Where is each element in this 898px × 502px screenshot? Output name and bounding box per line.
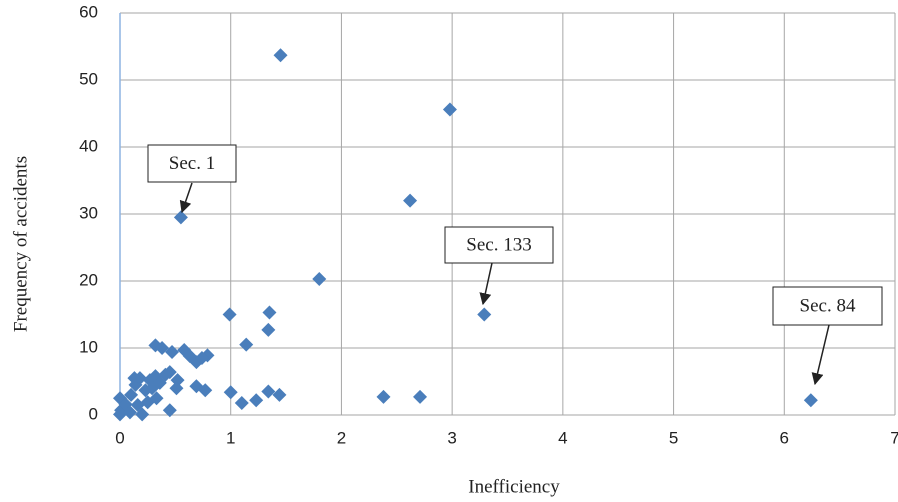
x-tick-label: 1 <box>226 428 235 447</box>
grid <box>119 12 896 416</box>
point <box>118 397 133 412</box>
y-tick-label: 50 <box>79 69 98 88</box>
y-tick-label: 20 <box>79 270 98 289</box>
y-tick-label: 30 <box>79 203 98 222</box>
point <box>803 393 818 408</box>
point <box>169 381 184 396</box>
annotation-arrow <box>479 262 493 306</box>
point <box>223 385 238 400</box>
annotation: Sec. 84 <box>800 295 856 316</box>
point <box>127 371 142 386</box>
point <box>194 351 209 366</box>
point <box>234 395 249 410</box>
x-tick-label: 4 <box>558 428 567 447</box>
x-tick-label: 6 <box>780 428 789 447</box>
y-axis-label: Frequency of accidents <box>10 156 31 332</box>
point <box>158 367 173 382</box>
x-tick-label: 5 <box>669 428 678 447</box>
point <box>272 387 287 402</box>
point <box>145 381 160 396</box>
point <box>273 48 288 63</box>
point <box>239 337 254 352</box>
x-tick-label: 7 <box>890 428 898 447</box>
point <box>162 403 177 418</box>
point <box>312 271 327 286</box>
y-tick-label: 0 <box>89 404 98 423</box>
point <box>249 393 264 408</box>
annotation-box <box>147 144 237 183</box>
x-tick-label: 3 <box>447 428 456 447</box>
point <box>376 389 391 404</box>
x-axis-label: Inefficiency <box>468 476 560 497</box>
y-tick-label: 40 <box>79 136 98 155</box>
point <box>165 345 180 360</box>
point <box>114 403 129 418</box>
point <box>413 389 428 404</box>
annotation-box <box>772 286 883 326</box>
x-tick-label: 0 <box>115 428 124 447</box>
point <box>261 384 276 399</box>
point <box>149 391 164 406</box>
annotation: Sec. 1 <box>169 153 215 174</box>
point <box>122 405 137 420</box>
plot <box>113 48 818 422</box>
point <box>442 102 457 117</box>
annotation-box <box>444 226 554 264</box>
point <box>198 383 213 398</box>
point <box>124 387 139 402</box>
annotation-arrow <box>811 324 830 386</box>
x-tick-label: 2 <box>337 428 346 447</box>
annotation: Sec. 133 <box>466 234 531 255</box>
y-tick-label: 10 <box>79 337 98 356</box>
point <box>222 307 237 322</box>
point <box>403 193 418 208</box>
point <box>262 305 277 320</box>
annotation-arrow <box>179 182 193 214</box>
point <box>130 397 145 412</box>
point <box>173 210 188 225</box>
point <box>477 307 492 322</box>
point <box>261 322 276 337</box>
y-tick-label: 60 <box>79 2 98 21</box>
